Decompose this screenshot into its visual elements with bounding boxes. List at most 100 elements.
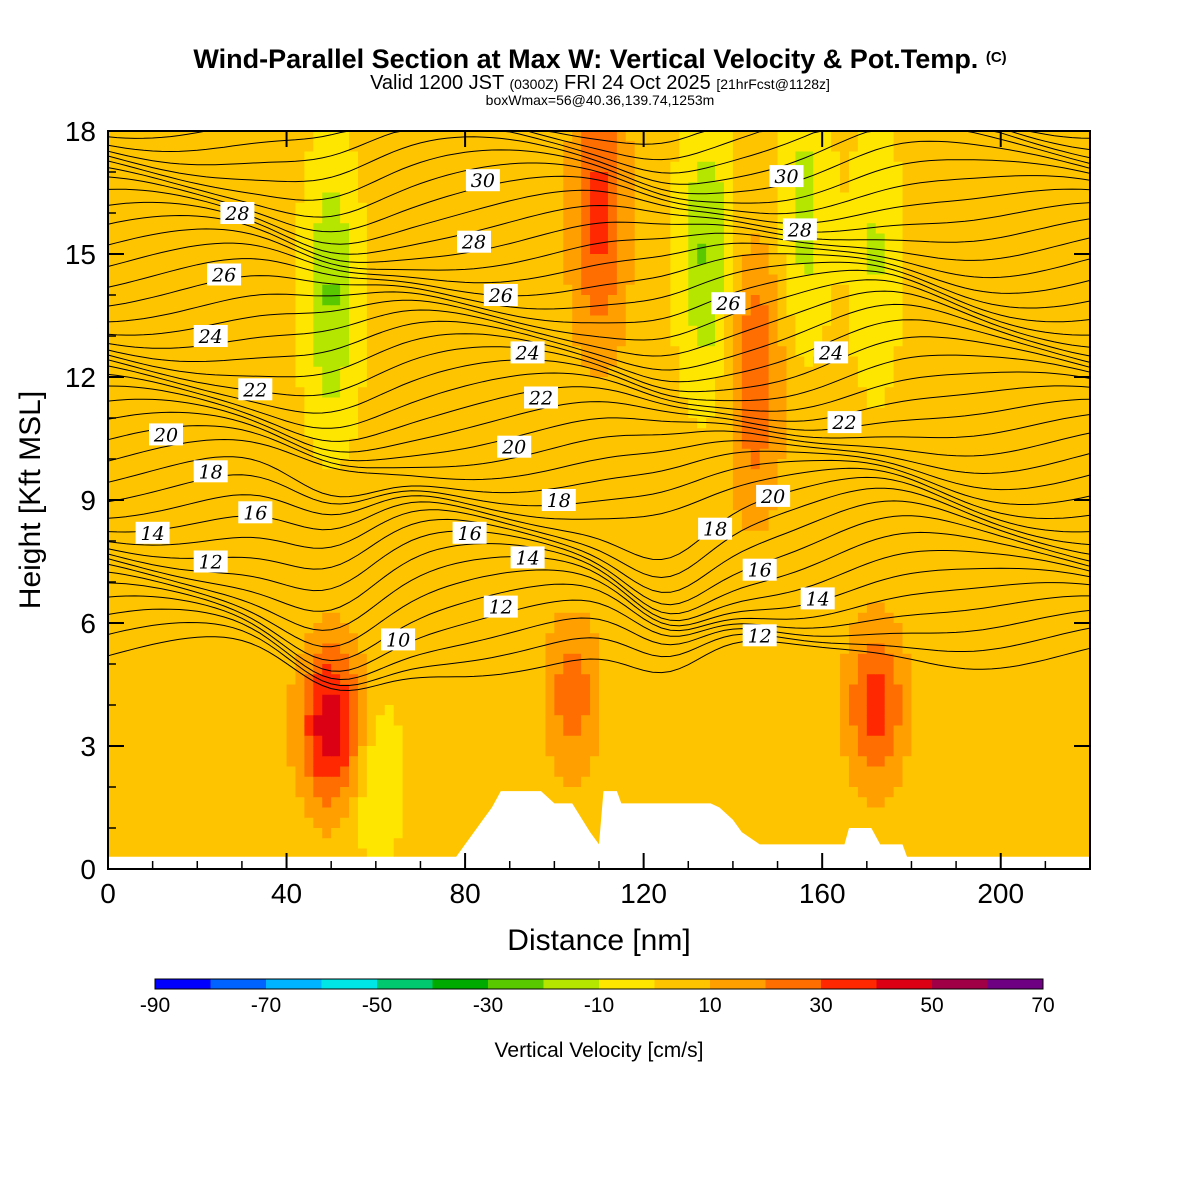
velocity-cell (268, 766, 279, 778)
velocity-cell (518, 223, 529, 235)
velocity-cell (179, 848, 189, 860)
velocity-cell (375, 161, 386, 173)
velocity-cell (152, 254, 163, 265)
velocity-cell (116, 438, 127, 450)
velocity-cell (500, 274, 511, 286)
velocity-cell (304, 428, 314, 440)
velocity-cell (572, 510, 582, 522)
velocity-cell (304, 838, 314, 850)
velocity-cell (349, 469, 359, 481)
velocity-cell (224, 295, 234, 306)
velocity-cell (304, 254, 314, 265)
velocity-cell (411, 223, 422, 235)
velocity-cell (322, 469, 332, 481)
velocity-cell (634, 510, 645, 522)
velocity-cell (590, 151, 600, 163)
velocity-cell (500, 561, 511, 573)
velocity-cell (438, 756, 448, 768)
velocity-cell (286, 735, 297, 747)
velocity-cell (491, 489, 502, 501)
velocity-cell (322, 684, 332, 696)
velocity-cell (706, 295, 716, 306)
velocity-cell (625, 131, 636, 142)
velocity-cell (456, 428, 466, 440)
velocity-cell (179, 418, 189, 429)
velocity-cell (277, 797, 288, 809)
velocity-cell (250, 705, 261, 716)
velocity-cell (429, 838, 439, 850)
velocity-cell (366, 243, 377, 255)
velocity-cell (607, 776, 618, 788)
velocity-cell (474, 725, 484, 737)
velocity-cell (232, 582, 243, 593)
velocity-cell (206, 489, 216, 501)
velocity-cell (581, 182, 591, 194)
velocity-cell (152, 233, 163, 245)
velocity-cell (224, 479, 234, 491)
velocity-cell (429, 746, 439, 757)
velocity-cell (447, 633, 457, 645)
velocity-cell (625, 172, 636, 183)
velocity-cell (456, 787, 466, 798)
velocity-cell (554, 438, 564, 450)
velocity-cell (643, 725, 654, 737)
velocity-cell (375, 254, 386, 265)
velocity-cell (206, 705, 216, 716)
velocity-cell (634, 202, 645, 214)
velocity-cell (438, 623, 448, 634)
velocity-cell (491, 766, 502, 778)
velocity-cell (304, 643, 314, 655)
velocity-cell (322, 161, 332, 173)
velocity-cell (340, 438, 350, 450)
velocity-cell (286, 377, 297, 388)
velocity-cell (170, 653, 181, 665)
velocity-cell (482, 223, 493, 235)
velocity-cell (643, 243, 654, 255)
velocity-cell (134, 438, 145, 450)
velocity-cell (134, 694, 145, 706)
velocity-cell (152, 387, 163, 399)
velocity-cell (259, 602, 270, 614)
velocity-cell (224, 817, 234, 829)
velocity-cell (402, 459, 413, 470)
velocity-cell (349, 817, 359, 829)
velocity-cell (215, 735, 225, 747)
velocity-cell (331, 438, 341, 450)
velocity-cell (688, 674, 698, 686)
velocity-cell (670, 315, 680, 327)
velocity-cell (456, 756, 466, 768)
velocity-cell (143, 715, 154, 727)
velocity-cell (366, 172, 377, 183)
velocity-cell (527, 705, 538, 716)
velocity-cell (161, 479, 172, 491)
velocity-cell (215, 223, 225, 235)
velocity-cell (224, 387, 234, 399)
velocity-cell (670, 295, 680, 306)
velocity-cell (259, 469, 270, 481)
velocity-cell (375, 213, 386, 224)
velocity-cell (322, 305, 332, 317)
velocity-cell (393, 715, 404, 727)
velocity-cell (590, 182, 600, 194)
velocity-cell (108, 817, 118, 829)
velocity-cell (304, 684, 314, 696)
velocity-cell (152, 694, 163, 706)
velocity-cell (393, 653, 404, 665)
velocity-cell (304, 448, 314, 460)
velocity-cell (572, 182, 582, 194)
velocity-cell (349, 561, 359, 573)
forecast-info: [21hrFcst@1128z] (716, 76, 830, 92)
velocity-cell (527, 223, 538, 235)
velocity-cell (697, 684, 707, 696)
velocity-cell (590, 387, 600, 399)
velocity-cell (322, 623, 332, 634)
velocity-cell (384, 151, 395, 163)
velocity-cell (349, 202, 359, 214)
velocity-cell (527, 612, 538, 624)
velocity-cell (170, 510, 181, 522)
velocity-cell (411, 479, 422, 491)
velocity-cell (500, 500, 511, 511)
velocity-cell (429, 377, 439, 388)
velocity-cell (134, 684, 145, 696)
velocity-cell (661, 192, 672, 204)
